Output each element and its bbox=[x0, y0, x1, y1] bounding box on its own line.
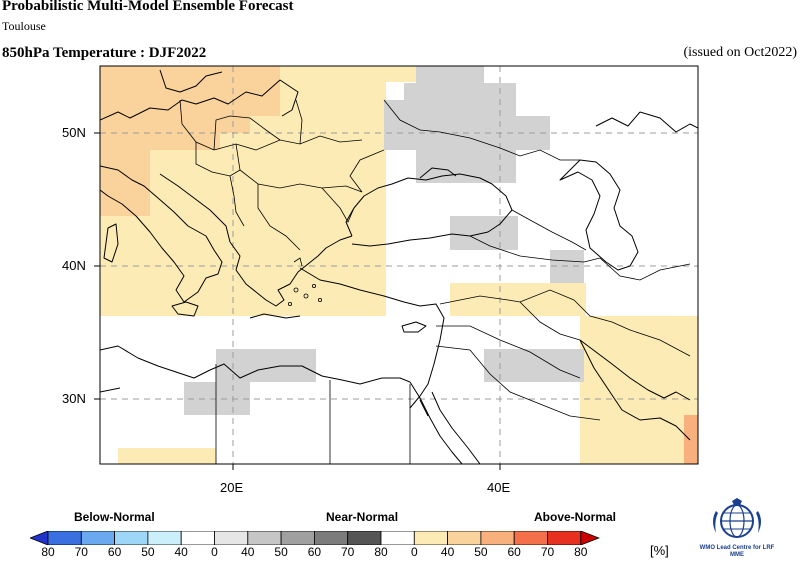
legend-above-normal: Above-Normal bbox=[534, 510, 617, 524]
lon-label-40e: 40E bbox=[487, 480, 511, 495]
legend-cell bbox=[247, 531, 282, 545]
legend-tick-label: 50 bbox=[274, 545, 288, 559]
legend-tick-label: 50 bbox=[474, 545, 488, 559]
legend-cell bbox=[214, 531, 249, 545]
lon-label-20e: 20E bbox=[220, 480, 244, 495]
legend-tick-label: 40 bbox=[241, 545, 255, 559]
legend-cell bbox=[180, 531, 215, 545]
legend-cell bbox=[413, 531, 448, 545]
legend-tick-label: 80 bbox=[374, 545, 388, 559]
country-borders bbox=[179, 99, 691, 464]
lat-label-30n: 30N bbox=[62, 391, 86, 406]
legend-tick-label: 70 bbox=[74, 545, 88, 559]
legend-cell bbox=[547, 531, 582, 545]
wmo-logo bbox=[704, 497, 770, 557]
legend-tick-label: 70 bbox=[341, 545, 355, 559]
legend-cell bbox=[147, 531, 182, 545]
variable-title: 850hPa Temperature : DJF2022 bbox=[2, 45, 207, 61]
legend-cell bbox=[347, 531, 382, 545]
logo-caption: WMO Lead Centre for LRF MME bbox=[699, 545, 775, 558]
legend-tick-label: 40 bbox=[174, 545, 188, 559]
legend-cell bbox=[313, 531, 349, 545]
above-normal-strong-cells bbox=[684, 415, 698, 464]
legend-cell bbox=[114, 531, 149, 545]
legend-tick-label: 60 bbox=[107, 545, 122, 559]
legend-tick-label: 40 bbox=[440, 545, 455, 559]
legend-color-bar bbox=[30, 531, 600, 545]
page-subtitle: Toulouse bbox=[2, 19, 46, 33]
legend-tick-label: 60 bbox=[507, 545, 521, 559]
graticule bbox=[100, 66, 698, 464]
legend-tick-label: 80 bbox=[41, 545, 55, 559]
issued-date: (issued on Oct2022) bbox=[683, 45, 797, 60]
map-frame bbox=[99, 65, 699, 465]
legend-tick-label: 50 bbox=[141, 545, 155, 559]
legend-tick-label: 80 bbox=[574, 545, 588, 559]
legend-cell bbox=[280, 531, 315, 545]
legend-tick-label: 60 bbox=[307, 545, 322, 559]
legend-cell bbox=[513, 531, 548, 545]
coastlines bbox=[100, 69, 698, 464]
legend-arrow-left bbox=[30, 531, 49, 545]
lat-label-50n: 50N bbox=[62, 125, 86, 140]
legend-cell bbox=[380, 531, 415, 545]
legend-tick-label: 70 bbox=[540, 545, 555, 559]
page-title: Probabilistic Multi-Model Ensemble Forec… bbox=[2, 0, 294, 14]
legend-cell bbox=[447, 531, 482, 545]
axis-ticks bbox=[94, 132, 501, 470]
legend-cell bbox=[480, 531, 515, 545]
legend-cell bbox=[80, 531, 115, 545]
legend-below-normal: Below-Normal bbox=[74, 510, 155, 524]
legend-arrow-right bbox=[580, 531, 600, 545]
legend-tick-label: 0 bbox=[211, 545, 218, 559]
legend-unit: [%] bbox=[650, 543, 669, 558]
aegean-islands bbox=[287, 257, 322, 306]
legend-tick-label: 0 bbox=[410, 545, 418, 559]
legend-cell bbox=[47, 531, 82, 545]
above-normal-medium-cells bbox=[100, 66, 280, 216]
lat-label-40n: 40N bbox=[62, 258, 86, 273]
legend-near-normal: Near-Normal bbox=[326, 510, 399, 524]
